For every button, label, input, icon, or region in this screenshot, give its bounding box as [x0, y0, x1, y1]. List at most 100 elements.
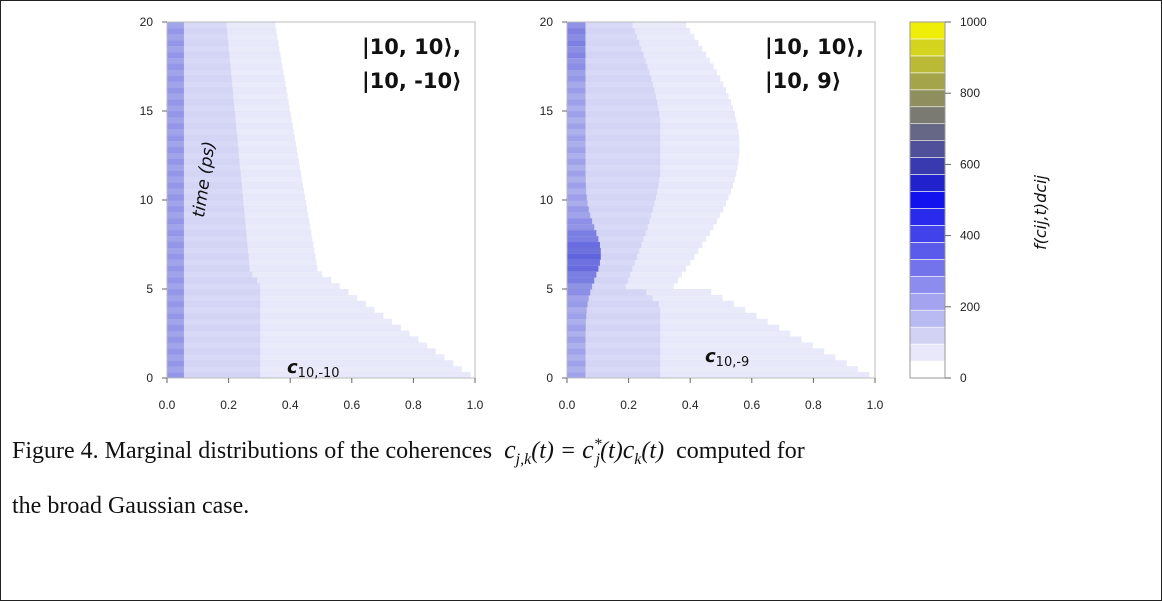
density-core — [567, 336, 586, 343]
density-band — [167, 372, 261, 379]
density-core — [567, 69, 586, 76]
x-tick-label: 0.4 — [282, 398, 299, 412]
density-band — [567, 300, 659, 308]
density-core — [567, 188, 587, 195]
density-core — [167, 348, 184, 355]
density-core — [167, 205, 184, 213]
x-variable-label-2: c10,-9 — [705, 346, 749, 370]
density-band — [167, 294, 358, 302]
density-band — [567, 342, 661, 349]
density-band — [167, 194, 243, 201]
density-band — [167, 182, 242, 189]
density-core — [167, 140, 184, 148]
density-band — [167, 93, 234, 100]
density-core — [167, 283, 184, 290]
density-band — [567, 57, 646, 65]
density-core — [567, 128, 586, 136]
panel-1: 0.0 0.2 0.4 0.6 0.8 1.0 0 5 10 15 20 |10, 10⟩, |1… — [140, 15, 484, 412]
colorbar-cell — [909, 326, 946, 345]
density-band — [567, 87, 655, 94]
density-core — [167, 354, 184, 361]
density-band — [567, 348, 825, 355]
density-core — [167, 306, 184, 314]
colorbar-cell — [909, 242, 946, 260]
density-core — [167, 182, 184, 189]
density-core — [167, 289, 184, 296]
density-band — [567, 324, 780, 332]
density-band — [567, 235, 644, 243]
density-core — [567, 63, 586, 70]
density-core — [167, 152, 184, 159]
density-band — [167, 57, 230, 65]
density-band — [567, 93, 656, 100]
y-tick-label: 20 — [540, 15, 554, 29]
colorbar-cell — [909, 225, 946, 243]
density-core — [167, 45, 184, 53]
density-band — [567, 33, 638, 41]
density-core — [567, 87, 586, 94]
density-core — [167, 134, 184, 142]
density-band — [167, 39, 229, 47]
density-core — [567, 259, 600, 266]
density-core — [567, 300, 588, 308]
density-core — [567, 116, 586, 124]
density-band — [567, 360, 661, 367]
density-core — [567, 164, 586, 171]
density-band — [567, 360, 847, 367]
colorbar-cell — [909, 208, 946, 226]
colorbar-cell — [909, 157, 946, 175]
density-band — [567, 200, 655, 207]
density-core — [167, 342, 184, 349]
density-core — [567, 318, 586, 326]
density-core — [167, 265, 184, 272]
density-core — [567, 51, 586, 59]
density-band — [167, 146, 239, 154]
density-band — [567, 205, 653, 213]
density-core — [167, 116, 184, 124]
density-core — [167, 229, 184, 237]
density-band — [167, 134, 238, 142]
density-band — [567, 336, 802, 343]
colorbar-cell — [909, 309, 946, 328]
density-core — [167, 235, 184, 243]
density-band — [167, 265, 250, 272]
density-band — [567, 318, 768, 326]
caption-line-1: Figure 4. Marginal distributions of the … — [12, 422, 1152, 483]
x-tick-label: 0.2 — [220, 398, 237, 412]
density-band — [167, 342, 261, 349]
density-band — [167, 294, 261, 302]
density-band — [167, 372, 471, 379]
x-tick-label: 0.2 — [620, 398, 637, 412]
density-core — [567, 200, 588, 207]
density-band — [167, 318, 261, 326]
caption-prefix: Figure 4. Marginal distributions of the … — [12, 438, 493, 464]
density-band — [167, 164, 241, 171]
density-band — [567, 105, 659, 112]
density-core — [567, 235, 599, 243]
density-band — [167, 253, 249, 260]
y-tick-label: 15 — [140, 104, 154, 118]
density-band — [567, 336, 661, 343]
density-band — [567, 354, 836, 361]
density-band — [167, 22, 227, 29]
colorbar-label: f(cij,t)dcij — [1031, 174, 1050, 250]
density-core — [567, 247, 601, 254]
density-core — [167, 93, 184, 100]
density-band — [167, 348, 261, 355]
density-band — [567, 116, 661, 124]
density-band — [567, 182, 659, 189]
density-band — [567, 152, 661, 159]
density-core — [167, 318, 184, 326]
density-band — [167, 51, 230, 59]
density-band — [167, 211, 245, 219]
colorbar-cells — [909, 21, 946, 379]
density-core — [167, 336, 184, 343]
density-core — [567, 354, 586, 361]
density-core — [167, 87, 184, 94]
density-band — [167, 312, 261, 320]
x-tick-label: 0.0 — [559, 398, 576, 412]
density-band — [567, 81, 653, 88]
state-label-2b: |10, 9⟩ — [765, 69, 841, 94]
density-core — [567, 283, 593, 290]
density-band — [167, 75, 232, 82]
